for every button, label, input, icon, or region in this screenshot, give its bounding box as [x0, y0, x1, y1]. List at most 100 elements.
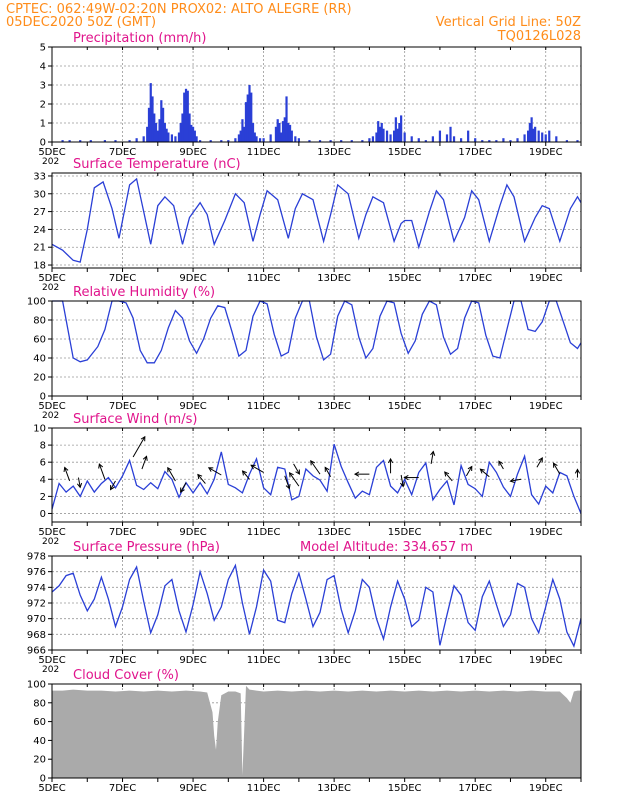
- panel-title: Surface Temperature (nC): [73, 157, 241, 172]
- wind-arrow-shaft: [553, 462, 561, 475]
- wind-arrow-shaft: [293, 463, 300, 475]
- series-line: [51, 177, 582, 263]
- y-tick-label: 40: [33, 354, 46, 365]
- wind-arrow-head: [467, 465, 473, 472]
- panel-title: Cloud Cover (%): [73, 668, 179, 683]
- precip-bar: [160, 100, 163, 142]
- x-tick-label: 15DEC: [388, 527, 422, 538]
- panel-frame: [51, 683, 582, 779]
- x-tick-label: 7DEC: [109, 147, 136, 158]
- precip-bar: [396, 128, 399, 142]
- wind-arrow-head: [399, 482, 406, 488]
- precip-bar: [509, 140, 512, 142]
- precip-bar: [329, 140, 332, 142]
- y-tick-label: 30: [33, 189, 46, 200]
- precip-bar: [385, 130, 389, 142]
- precip-bar: [135, 138, 138, 142]
- panel-temp: 18 21 24 27 30 33 5DEC 7DEC 9DEC 11DEC 13DEC 15DEC 1…: [33, 157, 582, 293]
- x-tick-label: 7DEC: [109, 401, 136, 412]
- precip-bar: [350, 140, 353, 142]
- wind-arrow: [132, 435, 146, 458]
- y-tick-label: 966: [27, 646, 46, 657]
- precip-bar: [276, 119, 279, 142]
- wind-arrow-head: [140, 435, 146, 442]
- wind-arrow-shaft: [141, 456, 148, 470]
- x-tick-label: 15DEC: [388, 655, 422, 666]
- precip-bar: [308, 140, 311, 142]
- precip-bar: [170, 134, 174, 142]
- wind-arrow-head: [167, 466, 172, 473]
- x-tick-label: 13DEC: [317, 527, 351, 538]
- precip-bar: [389, 134, 392, 142]
- precip-bar: [239, 130, 242, 142]
- precip-bar: [195, 136, 198, 142]
- precip-bar: [290, 130, 293, 142]
- wind-arrow: [284, 475, 291, 490]
- precip-bar: [190, 124, 193, 142]
- precip-bar: [250, 92, 253, 142]
- wind-arrow-head: [241, 470, 247, 476]
- wind-arrow: [465, 465, 473, 477]
- precip-bar: [449, 126, 452, 142]
- wind-arrow: [76, 477, 83, 489]
- precip-bar: [537, 130, 540, 142]
- wind-arrow-head: [498, 460, 504, 466]
- y-tick-label: 0: [40, 774, 46, 785]
- precip-bar: [361, 140, 364, 142]
- wind-arrow: [553, 462, 561, 475]
- x-tick-label: 9DEC: [179, 783, 206, 794]
- x-year-label: 202: [42, 411, 59, 421]
- precip-bar: [278, 123, 281, 142]
- precip-bar: [269, 134, 272, 142]
- precip-bar: [318, 140, 322, 142]
- wind-arrow: [197, 473, 206, 484]
- wind-arrow-shaft: [465, 466, 473, 477]
- wind-arrow-shaft: [284, 475, 290, 489]
- precip-bar: [417, 138, 420, 142]
- y-tick-label: 1: [40, 119, 46, 130]
- x-tick-label: 5DEC: [38, 783, 65, 794]
- y-tick-label: 10: [33, 424, 46, 435]
- wind-arrow: [399, 474, 406, 488]
- y-tick-label: 976: [27, 567, 46, 578]
- wind-arrow-shaft: [180, 482, 187, 493]
- precip-bar: [68, 140, 71, 142]
- wind-arrow-head: [574, 468, 581, 474]
- precip-bar: [375, 132, 378, 142]
- x-tick-label: 13DEC: [317, 783, 351, 794]
- precip-bar: [294, 136, 297, 142]
- wind-arrow: [574, 468, 581, 478]
- panel-rh: 0 20 40 60 80 100 5DEC 7DEC 9DEC 11DEC 13DEC 15DEC 1…: [27, 285, 582, 421]
- wind-arrow: [98, 463, 106, 480]
- precip-bar: [183, 92, 186, 142]
- precip-bar: [165, 128, 168, 142]
- precip-bar: [565, 140, 568, 142]
- precip-bar: [220, 140, 223, 142]
- y-tick-label: 18: [33, 261, 46, 272]
- y-tick-label: 0: [40, 509, 46, 520]
- precip-bar: [61, 140, 64, 142]
- wind-arrow-head: [310, 460, 315, 466]
- wind-arrow-head: [142, 455, 148, 461]
- precip-bar: [184, 88, 188, 142]
- precip-bar: [281, 121, 285, 142]
- precip-bar: [377, 121, 380, 142]
- y-tick-label: 0: [40, 392, 46, 403]
- precip-bar: [103, 140, 106, 142]
- panel-frame: [51, 46, 582, 143]
- precip-bar: [255, 136, 258, 142]
- y-tick-label: 8: [40, 441, 46, 452]
- precip-bar: [287, 123, 290, 142]
- x-tick-label: 19DEC: [529, 527, 563, 538]
- y-tick-label: 978: [27, 552, 46, 563]
- meteogram-panels: 0 1 2 3 4 5 5DEC 7DEC 9DEC 11DEC 13DEC 15DEC 17DEC 19…: [27, 31, 582, 794]
- wind-arrow-head: [553, 462, 558, 468]
- header-station: CPTEC: 062:49W-02:20N PROX02: ALTO ALEGR…: [6, 2, 352, 17]
- x-tick-label: 17DEC: [458, 527, 492, 538]
- wind-arrow-head: [295, 469, 300, 475]
- y-tick-label: 3: [40, 81, 46, 92]
- wind-arrow-shaft: [167, 467, 176, 482]
- y-tick-label: 80: [33, 698, 46, 709]
- y-tick-label: 5: [40, 43, 46, 54]
- precip-bar: [544, 134, 547, 142]
